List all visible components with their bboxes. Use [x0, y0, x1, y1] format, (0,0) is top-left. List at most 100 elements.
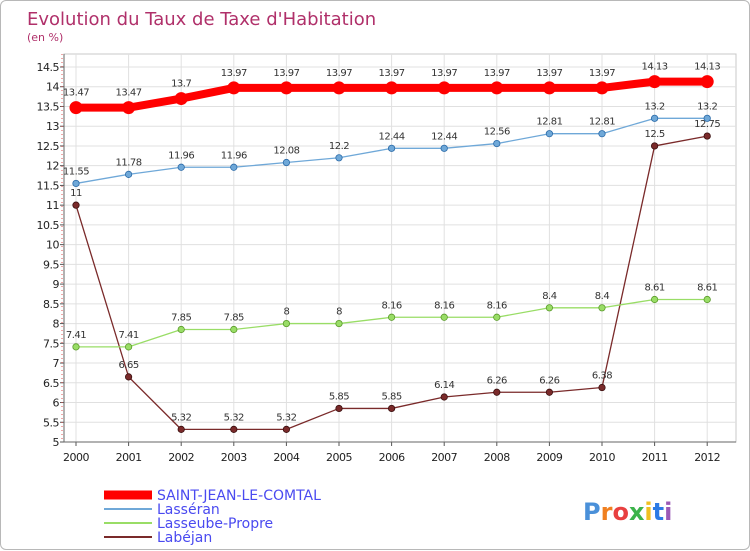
- data-label: 8.4: [595, 291, 610, 302]
- data-point: [227, 81, 241, 95]
- data-label: 6.26: [539, 375, 559, 386]
- x-tick-label: 2011: [642, 451, 668, 464]
- data-point: [598, 383, 606, 392]
- data-point: [72, 343, 80, 351]
- y-tick-label: 9: [53, 278, 60, 291]
- data-label: 13.2: [644, 101, 664, 112]
- data-point: [125, 373, 133, 381]
- data-point: [703, 295, 711, 304]
- data-label: 14.13: [642, 62, 668, 73]
- data-label: 12.2: [329, 141, 349, 152]
- data-point: [700, 75, 714, 89]
- data-point: [282, 158, 290, 167]
- data-point: [282, 425, 290, 433]
- data-label: 5.32: [171, 412, 191, 423]
- grid: [63, 53, 737, 443]
- data-point: [387, 404, 396, 413]
- data-label: 7.85: [224, 313, 244, 324]
- y-tick-label: 6: [53, 397, 60, 410]
- data-label: 8: [336, 307, 342, 318]
- y-tick-label: 11.5: [37, 179, 60, 192]
- data-label: 12.5: [644, 129, 664, 140]
- data-label: 14.13: [694, 62, 720, 73]
- data-label: 8.4: [542, 291, 557, 302]
- data-label: 13.97: [484, 68, 510, 79]
- data-point: [177, 425, 185, 433]
- data-point: [440, 313, 448, 321]
- data-point: [703, 132, 711, 140]
- y-tick-label: 12: [46, 160, 59, 173]
- y-tick-label: 10.5: [37, 219, 60, 232]
- data-point: [493, 388, 501, 396]
- data-point: [72, 201, 80, 209]
- data-label: 6.65: [118, 360, 138, 371]
- data-point: [282, 319, 290, 328]
- data-label: 8.61: [644, 283, 664, 294]
- data-label: 7.85: [171, 313, 191, 324]
- logo-letter: t: [653, 498, 664, 526]
- plot-area: [63, 53, 737, 443]
- y-tick-label: 8: [53, 318, 60, 331]
- data-label: 8: [283, 307, 289, 318]
- y-tick-label: 5: [53, 436, 60, 449]
- data-point: [545, 130, 554, 138]
- data-point: [437, 81, 451, 95]
- data-point: [598, 304, 606, 312]
- data-label: 11.96: [168, 150, 194, 161]
- y-tick-label: 14.5: [37, 61, 60, 74]
- legend-label: SAINT-JEAN-LE-COMTAL: [157, 488, 321, 504]
- data-point: [387, 313, 396, 321]
- data-label: 5.85: [329, 391, 349, 402]
- data-label: 13.47: [63, 88, 89, 99]
- data-point: [595, 81, 609, 95]
- data-point: [177, 325, 185, 334]
- data-label: 7.41: [118, 330, 138, 341]
- data-label: 11: [70, 188, 82, 199]
- data-label: 8.16: [381, 300, 401, 311]
- data-label: 5.32: [276, 412, 296, 423]
- data-point: [542, 81, 556, 95]
- data-point: [545, 388, 554, 396]
- x-tick-label: 2009: [536, 451, 562, 464]
- data-label: 12.56: [484, 127, 510, 138]
- data-point: [703, 114, 711, 122]
- data-label: 13.97: [536, 68, 562, 79]
- data-point: [125, 170, 133, 178]
- x-tick-label: 2006: [379, 451, 405, 464]
- data-point: [125, 343, 133, 351]
- data-point: [650, 114, 659, 122]
- data-point: [335, 404, 343, 413]
- series-0: 13.47 13.47 13.7 13.97 13.97 13.97 13.97 13.97 1…: [63, 62, 721, 115]
- logo-letter: P: [583, 498, 601, 526]
- data-point: [440, 393, 448, 401]
- data-point: [385, 81, 399, 95]
- data-label: 12.08: [273, 146, 299, 157]
- data-point: [174, 92, 188, 106]
- data-label: 12.44: [379, 131, 405, 142]
- x-tick-label: 2002: [168, 451, 194, 464]
- y-tick-label: 12.5: [37, 140, 60, 153]
- series-group: 11 6.65 5.32 5.32 5.32 5.85 5.85 6.14 6.26 6.26 6.…: [63, 62, 721, 433]
- data-label: 13.97: [221, 68, 247, 79]
- data-point: [230, 163, 238, 171]
- data-label: 6.14: [434, 380, 454, 391]
- series-3: 11 6.65 5.32 5.32 5.32 5.85 5.85 6.14 6.26 6.26 6.…: [70, 119, 721, 433]
- data-point: [650, 142, 659, 150]
- x-tick-label: 2003: [221, 451, 247, 464]
- y-tick-label: 5.5: [43, 416, 59, 429]
- data-label: 6.38: [592, 371, 612, 382]
- data-label: 12.81: [536, 117, 562, 128]
- data-point: [650, 295, 659, 304]
- data-label: 13.7: [171, 79, 191, 90]
- data-point: [545, 304, 554, 312]
- x-tick-label: 2007: [431, 451, 457, 464]
- data-label: 7.41: [66, 330, 86, 341]
- data-label: 11.55: [63, 166, 89, 177]
- logo-letter: o: [612, 498, 629, 526]
- series-2: 7.41 7.41 7.85 7.85 8 8 8.16 8.16 8.16 8.4 8.4 8.61…: [66, 283, 718, 351]
- y-tick-label: 6.5: [43, 377, 59, 390]
- x-tick-label: 2000: [63, 451, 89, 464]
- data-point: [493, 139, 501, 148]
